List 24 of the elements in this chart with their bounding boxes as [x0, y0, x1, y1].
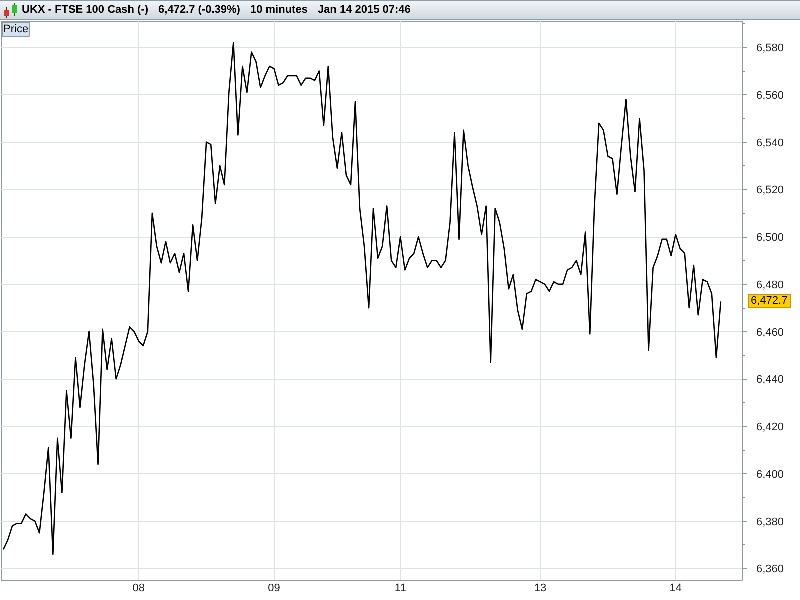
y-tick-label: 6,420	[756, 422, 784, 434]
y-tick-label: 6,380	[756, 516, 784, 528]
y-tick-label: 6,440	[756, 374, 784, 386]
y-tick-label: 6,580	[756, 42, 784, 55]
text: Jan 14 2015 07:46	[318, 4, 411, 16]
text: 6,472.7 (-0.39%)	[158, 4, 240, 16]
y-tick-label: 6,520	[756, 184, 784, 197]
y-tick-label: 6,480	[756, 279, 784, 292]
x-tick-label: 13	[534, 582, 547, 594]
x-tick-label: 14	[670, 582, 682, 594]
y-axis-title: Price	[4, 24, 29, 36]
y-tick-label: 6,400	[756, 468, 784, 481]
text: 6,472.7	[748, 294, 791, 308]
y-tick-label: 6,560	[756, 90, 784, 102]
y-tick-label: 6,460	[756, 326, 784, 339]
text: 10 minutes	[250, 4, 308, 16]
x-tick-label: 09	[268, 582, 280, 594]
y-tick-label: 6,500	[756, 232, 784, 244]
y-tick-label: 6,540	[756, 137, 784, 150]
line-series	[2, 42, 722, 556]
x-tick-label: 08	[132, 582, 146, 594]
chart-title: UKX - FTSE 100 Cash (-)	[22, 4, 149, 16]
x-tick-label: 11	[394, 582, 406, 594]
y-tick-label: 6,360	[756, 564, 784, 576]
